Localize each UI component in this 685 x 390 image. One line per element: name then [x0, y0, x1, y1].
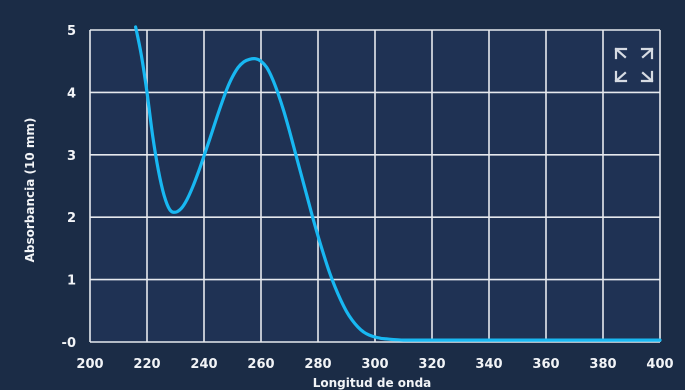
x-tick-label: 360	[532, 357, 559, 372]
x-tick-label: 240	[190, 357, 217, 372]
y-tick-label: -0	[62, 336, 76, 351]
y-axis-label: Absorbancia (10 mm)	[23, 118, 37, 263]
expand-arrows-icon	[614, 47, 654, 83]
x-tick-label: 340	[475, 357, 502, 372]
x-tick-label: 280	[304, 357, 331, 372]
absorbance-series-line	[134, 25, 662, 342]
x-tick-label: 400	[646, 357, 673, 372]
x-tick-label: 320	[418, 357, 445, 372]
y-tick-label: 5	[67, 24, 76, 39]
expand-button[interactable]	[612, 45, 656, 85]
x-tick-label: 300	[361, 357, 388, 372]
x-axis-label: Longitud de onda	[313, 376, 432, 390]
y-tick-label: 1	[67, 274, 76, 289]
x-tick-label: 200	[76, 357, 103, 372]
grid	[89, 29, 661, 343]
x-tick-label: 260	[247, 357, 274, 372]
y-tick-label: 2	[67, 211, 76, 226]
x-tick-label: 220	[133, 357, 160, 372]
x-tick-labels: 200 220 240 260 280 300 320 340 360 380 400	[76, 357, 673, 372]
x-tick-label: 380	[589, 357, 616, 372]
y-tick-labels: -0 1 2 3 4 5	[62, 24, 76, 351]
y-tick-label: 4	[67, 86, 76, 101]
y-tick-label: 3	[67, 149, 76, 164]
series-group	[134, 25, 662, 342]
